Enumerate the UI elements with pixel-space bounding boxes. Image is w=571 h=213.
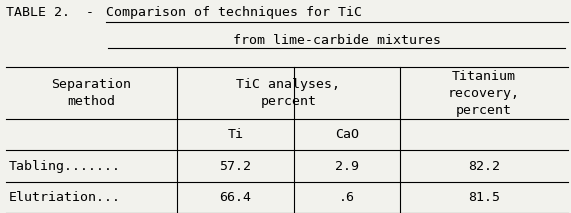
Text: 57.2: 57.2 [219, 160, 252, 173]
Text: TABLE 2.  -: TABLE 2. - [6, 6, 102, 19]
Text: 81.5: 81.5 [468, 191, 500, 204]
Text: from lime-carbide mixtures: from lime-carbide mixtures [233, 34, 441, 47]
Text: Separation
method: Separation method [51, 78, 131, 108]
Text: Elutriation...: Elutriation... [9, 191, 120, 204]
Text: Titanium
recovery,
percent: Titanium recovery, percent [448, 70, 520, 117]
Text: 66.4: 66.4 [219, 191, 252, 204]
Text: CaO: CaO [335, 128, 359, 141]
Text: 2.9: 2.9 [335, 160, 359, 173]
Text: Comparison of techniques for TiC: Comparison of techniques for TiC [106, 6, 361, 19]
Text: TiC analyses,
percent: TiC analyses, percent [236, 78, 340, 108]
Text: .6: .6 [339, 191, 355, 204]
Text: Ti: Ti [227, 128, 244, 141]
Text: 82.2: 82.2 [468, 160, 500, 173]
Text: Tabling.......: Tabling....... [9, 160, 120, 173]
